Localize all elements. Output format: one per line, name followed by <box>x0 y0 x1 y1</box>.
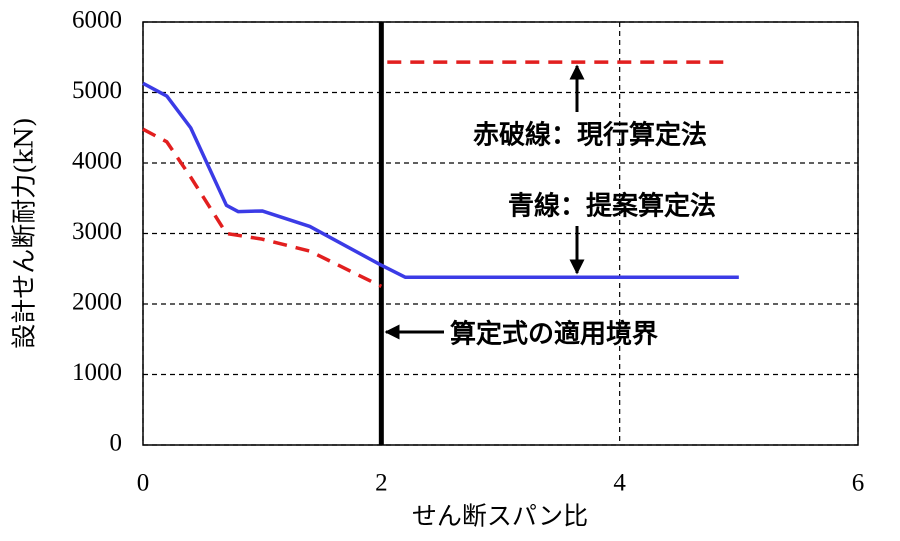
x-axis-title: せん断スパン比 <box>412 502 588 531</box>
series-line <box>142 60 727 288</box>
annotation: 青線：提案算定法 <box>508 191 716 222</box>
x-tick-label: 0 <box>137 470 150 497</box>
y-tick-label: 1000 <box>72 359 122 386</box>
plot-frame <box>142 21 859 446</box>
series-line <box>142 81 739 279</box>
x-tick-label: 6 <box>852 470 865 497</box>
y-tick-label: 2000 <box>72 289 122 316</box>
x-tick-label: 2 <box>375 470 388 497</box>
y-tick-label: 4000 <box>72 148 122 175</box>
annotation: 赤破線：現行算定法 <box>473 120 707 151</box>
y-tick-label: 3000 <box>72 218 122 245</box>
y-tick-label: 0 <box>110 430 123 457</box>
y-tick-label: 6000 <box>72 7 122 34</box>
y-axis-title: 設計せん断耐力(kN) <box>10 117 39 349</box>
x-tick-label: 4 <box>613 470 626 497</box>
annotation: 算定式の適用境界 <box>450 319 658 350</box>
y-tick-label: 5000 <box>72 77 122 104</box>
